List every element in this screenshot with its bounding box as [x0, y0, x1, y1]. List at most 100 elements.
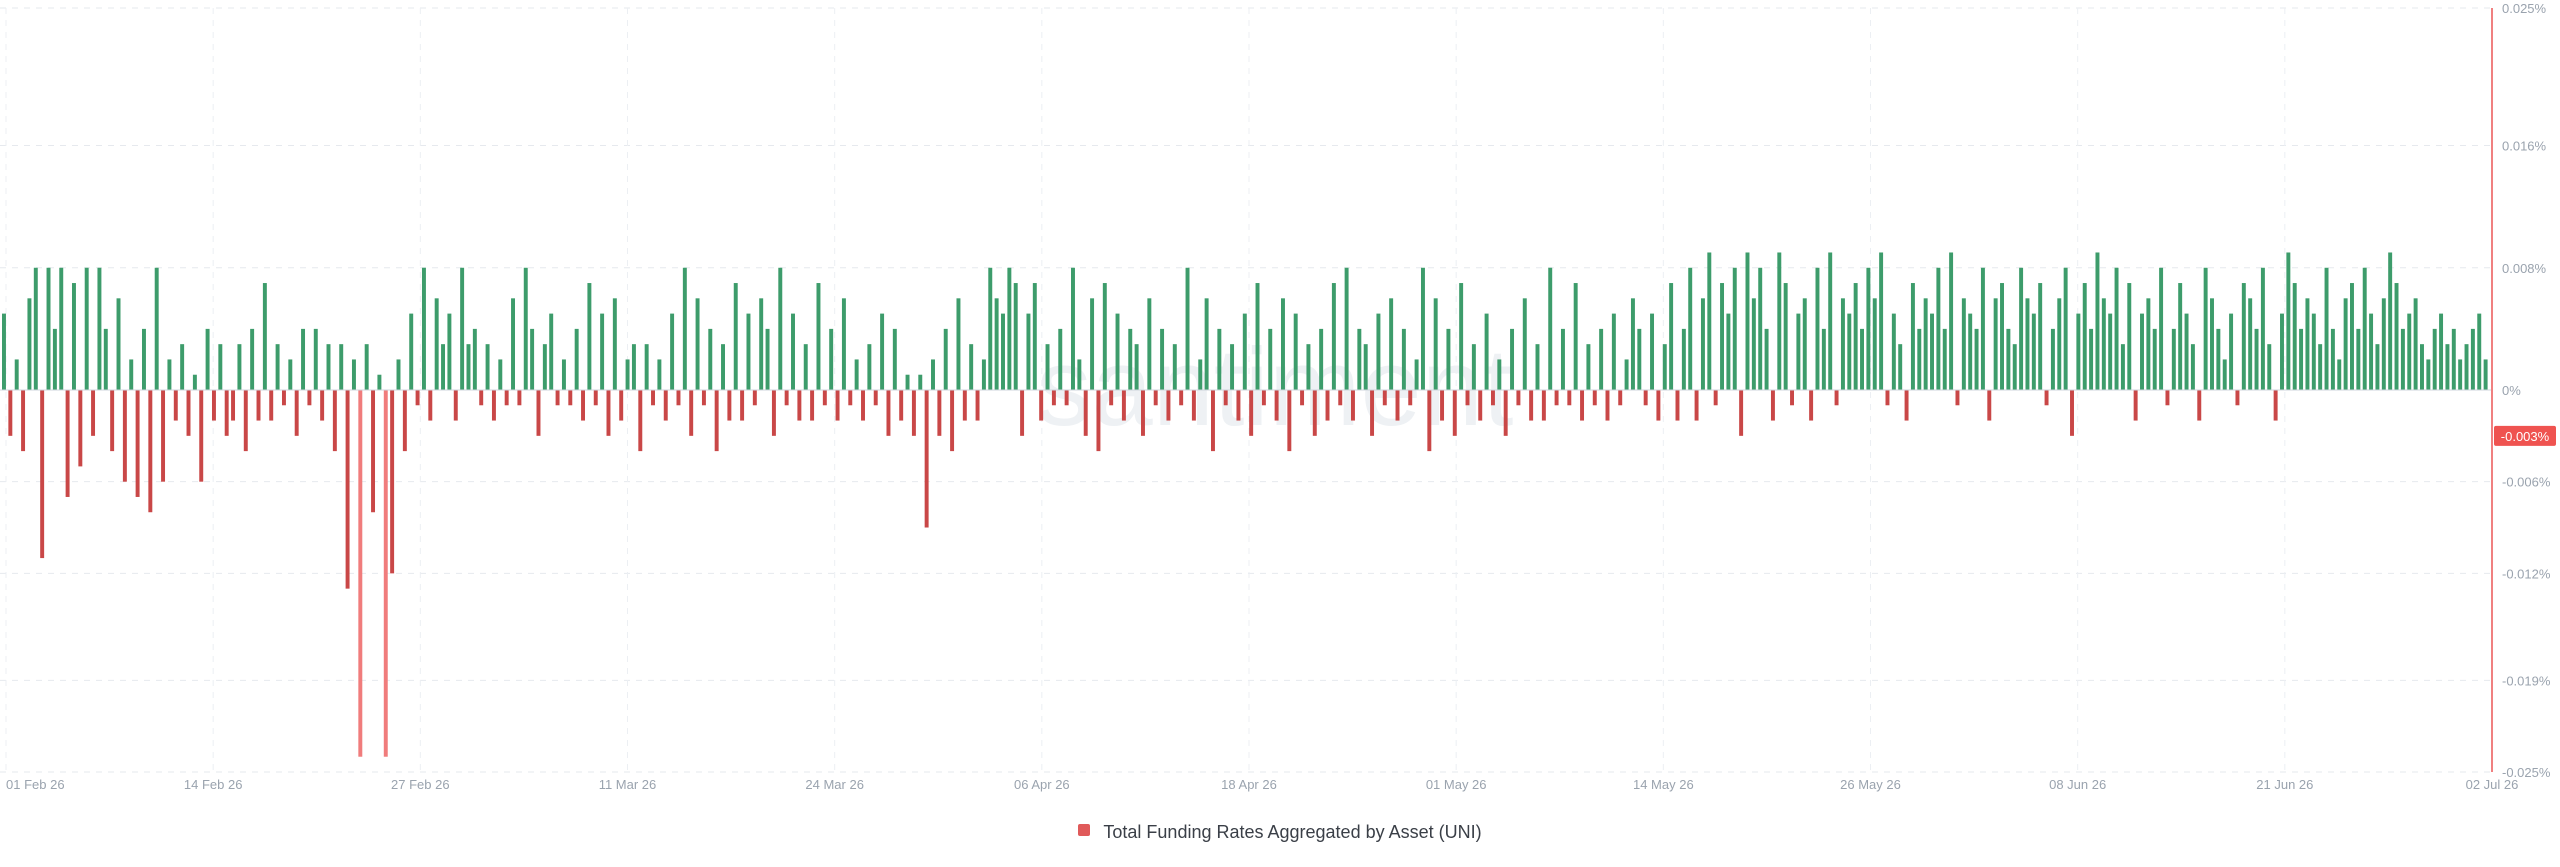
bar-positive — [2483, 359, 2488, 390]
bar-negative — [8, 390, 13, 436]
bar-negative — [415, 390, 420, 406]
bar-positive — [1796, 313, 1801, 390]
bar-positive — [447, 313, 452, 390]
bar-positive — [2432, 328, 2437, 390]
bar-positive — [2375, 344, 2380, 390]
x-tick-label: 01 Feb 26 — [6, 777, 65, 792]
bar-positive — [1936, 267, 1941, 390]
bar-positive — [1414, 359, 1419, 390]
bar-positive — [1974, 328, 1979, 390]
bar-positive — [2464, 344, 2469, 390]
bar-positive — [682, 267, 687, 390]
bar-positive — [1891, 313, 1896, 390]
y-tick-label: -0.012% — [2502, 566, 2551, 581]
bar-positive — [2222, 359, 2227, 390]
y-tick-label: 0.008% — [2502, 261, 2547, 276]
bar-negative — [651, 390, 655, 406]
bar-positive — [59, 267, 64, 390]
bar-positive — [2095, 252, 2100, 390]
bar-positive — [326, 344, 331, 390]
bar-positive — [969, 344, 974, 390]
bar-negative — [1567, 390, 1572, 406]
bar-positive — [396, 359, 401, 390]
bar-negative — [1452, 390, 1457, 436]
bar-positive — [14, 359, 19, 390]
bar-negative — [606, 390, 611, 436]
bar-negative — [771, 390, 776, 436]
bar-negative — [1465, 390, 1470, 406]
bar-negative — [1580, 390, 1585, 421]
bar-positive — [2127, 283, 2132, 390]
bar-positive — [2362, 267, 2367, 390]
bar-negative — [148, 390, 153, 513]
bar-positive — [1160, 328, 1165, 390]
bar-positive — [1866, 267, 1871, 390]
bar-negative — [1834, 390, 1839, 406]
bar-positive — [2470, 328, 2475, 390]
y-tick-label: -0.019% — [2502, 673, 2551, 688]
x-tick-label: 18 Apr 26 — [1221, 777, 1277, 792]
bar-positive — [1319, 328, 1324, 390]
bar-positive — [218, 344, 223, 390]
bar-positive — [644, 344, 649, 390]
bar-positive — [116, 298, 121, 390]
bar-negative — [810, 390, 815, 421]
bar-negative — [211, 390, 216, 421]
bar-negative — [1096, 390, 1101, 452]
bar-negative — [937, 390, 942, 436]
bar-positive — [1204, 298, 1209, 390]
bar-positive — [880, 313, 885, 390]
bar-positive — [1764, 328, 1769, 390]
bar-negative — [1790, 390, 1794, 406]
x-tick-label: 21 Jun 26 — [2256, 777, 2313, 792]
bar-negative — [383, 390, 388, 757]
bar-positive — [1013, 283, 1018, 390]
bar-negative — [320, 390, 325, 421]
bar-positive — [1783, 283, 1788, 390]
legend[interactable]: Total Funding Rates Aggregated by Asset … — [0, 821, 2560, 843]
bar-positive — [1700, 298, 1705, 390]
watermark: santiment — [1037, 326, 1514, 449]
bar-positive — [1828, 252, 1833, 390]
current-value-badge: -0.003% — [2494, 425, 2556, 446]
bar-negative — [1739, 390, 1744, 436]
bar-negative — [638, 390, 643, 452]
bar-positive — [943, 328, 948, 390]
bar-positive — [1961, 298, 1966, 390]
bar-positive — [466, 344, 471, 390]
bar-positive — [2000, 283, 2004, 390]
bar-positive — [1853, 283, 1858, 390]
bar-positive — [1968, 313, 1973, 390]
bar-negative — [1408, 390, 1413, 406]
bar-positive — [498, 359, 503, 390]
bar-positive — [981, 359, 986, 390]
y-tick-label: -0.025% — [2502, 765, 2551, 780]
x-tick-label: 01 May 26 — [1426, 777, 1487, 792]
bar-negative — [822, 390, 827, 406]
bar-negative — [2044, 390, 2049, 406]
bar-positive — [275, 344, 280, 390]
bar-positive — [46, 267, 51, 390]
bar-negative — [1541, 390, 1546, 421]
bar-negative — [536, 390, 541, 436]
bar-positive — [2101, 298, 2106, 390]
bar-positive — [205, 328, 210, 390]
bar-negative — [848, 390, 853, 406]
bar-positive — [530, 328, 535, 390]
bar-negative — [727, 390, 732, 421]
bar-positive — [2267, 344, 2272, 390]
bar-positive — [1255, 283, 1260, 390]
bar-positive — [1497, 359, 1502, 390]
bar-negative — [835, 390, 840, 421]
bar-positive — [2330, 328, 2335, 390]
bar-positive — [1879, 252, 1884, 390]
bar-negative — [1325, 390, 1330, 421]
bar-positive — [1045, 344, 1050, 390]
bar-negative — [1656, 390, 1661, 421]
bar-positive — [1707, 252, 1712, 390]
bar-negative — [1211, 390, 1215, 452]
legend-label: Total Funding Rates Aggregated by Asset … — [1103, 821, 1482, 842]
bar-positive — [708, 328, 713, 390]
bar-positive — [994, 298, 999, 390]
bar-positive — [1102, 283, 1107, 390]
